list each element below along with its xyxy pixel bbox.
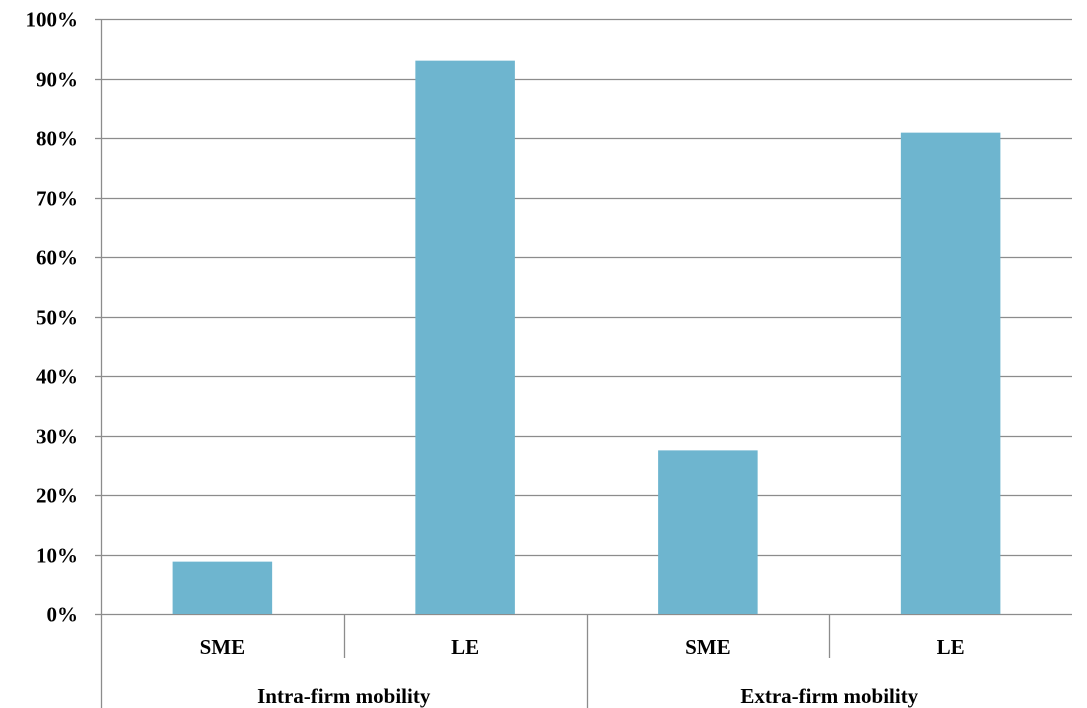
y-axis-tick-labels: 0% 10% 20% 30% 40% 50% 60% 70% 80% 90% 100% bbox=[26, 8, 79, 627]
bar-sme-intra bbox=[172, 561, 273, 614]
x-axis-group-labels: Intra-firm mobility Extra-firm mobility bbox=[257, 684, 919, 708]
x-category-label: LE bbox=[937, 635, 965, 659]
y-tick-label: 10% bbox=[36, 544, 78, 568]
y-tick-label: 70% bbox=[36, 187, 78, 211]
bar-le-intra bbox=[415, 60, 515, 614]
y-tick-label: 100% bbox=[26, 8, 79, 32]
y-tick-label: 80% bbox=[36, 127, 78, 151]
bar-le-extra bbox=[900, 132, 1001, 614]
y-tick-label: 40% bbox=[36, 365, 78, 389]
bar-sme-extra bbox=[658, 450, 758, 614]
y-tick-label: 50% bbox=[36, 306, 78, 330]
y-tick-label: 60% bbox=[36, 246, 78, 270]
y-tick-label: 0% bbox=[47, 603, 79, 627]
x-axis-category-labels: SME LE SME LE bbox=[200, 635, 965, 659]
gridlines bbox=[101, 18, 1072, 616]
x-group-label: Intra-firm mobility bbox=[257, 684, 431, 708]
y-tick-label: 30% bbox=[36, 425, 78, 449]
y-tick-label: 90% bbox=[36, 68, 78, 92]
axes bbox=[95, 18, 831, 708]
x-group-label: Extra-firm mobility bbox=[740, 684, 918, 708]
y-tick-label: 20% bbox=[36, 484, 78, 508]
bars bbox=[172, 60, 1001, 614]
x-category-label: SME bbox=[685, 635, 731, 659]
x-category-label: LE bbox=[451, 635, 479, 659]
x-category-label: SME bbox=[200, 635, 246, 659]
